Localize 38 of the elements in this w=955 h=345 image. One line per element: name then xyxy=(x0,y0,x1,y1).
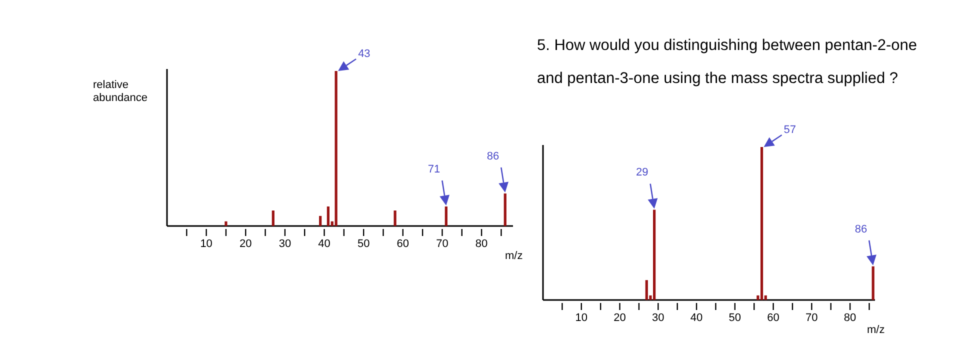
x-tick-label: 60 xyxy=(767,312,780,324)
x-tick-label: 50 xyxy=(357,238,370,250)
annotation: 43 xyxy=(358,48,370,60)
x-tick-label: 80 xyxy=(475,238,488,250)
arrow-note: 71 xyxy=(428,163,450,206)
x-tick-label: 10 xyxy=(575,312,588,324)
x-tick-label: 80 xyxy=(844,312,856,324)
arrow-note: 86 xyxy=(486,150,508,192)
bar xyxy=(272,210,274,226)
x-tick-label: 50 xyxy=(728,312,742,324)
chart-title: 5. How would you distinguishing between pentan-2-one and pentan-3-one using the mass spectra supplied ? xyxy=(537,37,917,87)
x-tick-label: 30 xyxy=(278,238,292,250)
bar xyxy=(334,71,338,226)
bar xyxy=(224,221,228,226)
bar xyxy=(394,210,396,226)
y-axis-title: relative abundance xyxy=(93,79,148,104)
arrow-note: 57 xyxy=(764,124,796,147)
arrow-note: 86 xyxy=(854,223,876,266)
annotation: 86 xyxy=(486,150,500,162)
x-tick-label: 40 xyxy=(690,312,703,324)
annotation: 57 xyxy=(784,124,796,136)
x-tick-label: 10 xyxy=(200,238,212,250)
x-axis-title: m/z xyxy=(505,250,523,262)
bar xyxy=(319,216,322,226)
annotation: 71 xyxy=(428,163,440,176)
arrow-note: 43 xyxy=(338,48,370,71)
x-tick-label: 70 xyxy=(436,238,448,250)
annotation: 86 xyxy=(854,223,868,236)
x-tick-label: 40 xyxy=(318,238,330,250)
annotation: 29 xyxy=(636,166,648,179)
x-tick-label: 70 xyxy=(806,312,818,324)
arrow-note: 29 xyxy=(636,166,658,209)
x-tick-label: 20 xyxy=(614,312,626,324)
x-tick-label: 20 xyxy=(240,238,252,250)
bar xyxy=(326,206,330,226)
x-axis-title: m/z xyxy=(867,324,885,336)
x-tick-label: 30 xyxy=(652,312,664,324)
x-tick-label: 60 xyxy=(396,238,410,250)
